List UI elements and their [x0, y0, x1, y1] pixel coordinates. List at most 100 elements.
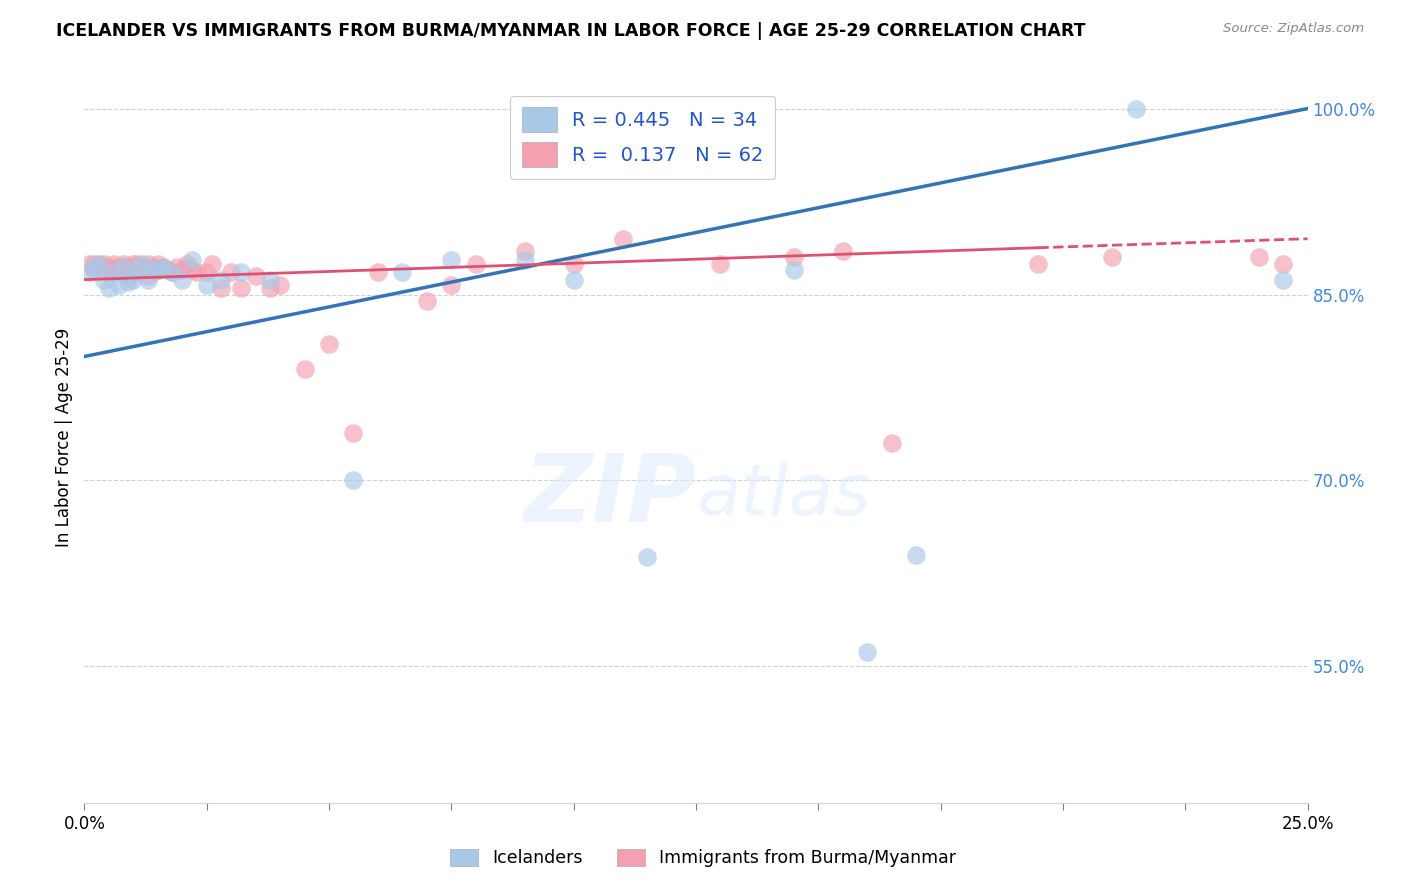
Point: [416, 293, 439, 308]
Point: [136, 256, 159, 270]
Legend: Icelanders, Immigrants from Burma/Myanmar: Icelanders, Immigrants from Burma/Myanma…: [443, 842, 963, 874]
Point: [87, 256, 110, 270]
Point: [142, 265, 165, 279]
Point: [318, 337, 340, 351]
Point: [122, 272, 145, 286]
Point: [122, 262, 145, 277]
Point: [880, 436, 903, 450]
Point: [209, 272, 232, 286]
Point: [142, 262, 165, 277]
Point: [117, 275, 139, 289]
Point: [112, 256, 135, 270]
Point: [87, 256, 110, 270]
Point: [117, 260, 139, 275]
Point: [709, 256, 731, 270]
Point: [1125, 102, 1147, 116]
Point: [294, 362, 316, 376]
Point: [905, 548, 928, 562]
Point: [103, 265, 125, 279]
Point: [391, 265, 413, 279]
Point: [83, 262, 105, 277]
Text: ICELANDER VS IMMIGRANTS FROM BURMA/MYANMAR IN LABOR FORCE | AGE 25-29 CORRELATIO: ICELANDER VS IMMIGRANTS FROM BURMA/MYANM…: [56, 22, 1085, 40]
Point: [122, 256, 145, 270]
Point: [342, 474, 364, 488]
Point: [152, 260, 174, 275]
Point: [132, 256, 155, 270]
Point: [513, 252, 536, 267]
Point: [562, 256, 585, 270]
Point: [1247, 250, 1270, 264]
Point: [117, 268, 139, 283]
Point: [195, 277, 218, 292]
Point: [856, 644, 879, 658]
Point: [136, 268, 159, 283]
Point: [783, 250, 806, 264]
Point: [142, 260, 165, 275]
Point: [146, 262, 169, 277]
Point: [112, 262, 135, 277]
Point: [172, 272, 194, 286]
Point: [440, 252, 463, 267]
Point: [77, 256, 100, 270]
Point: [831, 244, 853, 259]
Point: [132, 262, 155, 277]
Point: [181, 252, 204, 267]
Point: [612, 232, 634, 246]
Point: [1272, 272, 1295, 286]
Point: [93, 256, 115, 270]
Point: [259, 281, 281, 295]
Point: [229, 281, 252, 295]
Point: [152, 260, 174, 275]
Point: [259, 272, 281, 286]
Point: [219, 265, 242, 279]
Point: [103, 262, 125, 277]
Text: atlas: atlas: [696, 461, 870, 530]
Point: [195, 265, 218, 279]
Point: [367, 265, 389, 279]
Point: [186, 265, 208, 279]
Point: [229, 265, 252, 279]
Point: [127, 256, 149, 270]
Point: [146, 262, 169, 277]
Point: [783, 262, 806, 277]
Point: [172, 262, 194, 277]
Point: [1028, 256, 1050, 270]
Point: [127, 265, 149, 279]
Point: [162, 265, 184, 279]
Point: [1101, 250, 1123, 264]
Point: [636, 550, 658, 565]
Point: [77, 265, 100, 279]
Point: [107, 265, 129, 279]
Point: [200, 256, 222, 270]
Point: [83, 256, 105, 270]
Point: [127, 262, 149, 277]
Point: [93, 262, 115, 277]
Point: [245, 268, 267, 283]
Point: [93, 272, 115, 286]
Point: [83, 260, 105, 275]
Point: [97, 265, 120, 279]
Point: [107, 277, 129, 292]
Point: [166, 260, 188, 275]
Point: [176, 256, 198, 270]
Point: [464, 256, 486, 270]
Point: [112, 260, 135, 275]
Point: [136, 272, 159, 286]
Point: [181, 262, 204, 277]
Point: [269, 277, 291, 292]
Point: [97, 281, 120, 295]
Point: [103, 256, 125, 270]
Point: [562, 272, 585, 286]
Point: [162, 265, 184, 279]
Point: [1272, 256, 1295, 270]
Text: ZIP: ZIP: [523, 450, 696, 541]
Point: [156, 262, 179, 277]
Point: [146, 256, 169, 270]
Point: [440, 277, 463, 292]
Point: [342, 426, 364, 441]
Legend: R = 0.445   N = 34, R =  0.137   N = 62: R = 0.445 N = 34, R = 0.137 N = 62: [510, 95, 775, 178]
Y-axis label: In Labor Force | Age 25-29: In Labor Force | Age 25-29: [55, 327, 73, 547]
Point: [132, 260, 155, 275]
Point: [107, 260, 129, 275]
Point: [209, 281, 232, 295]
